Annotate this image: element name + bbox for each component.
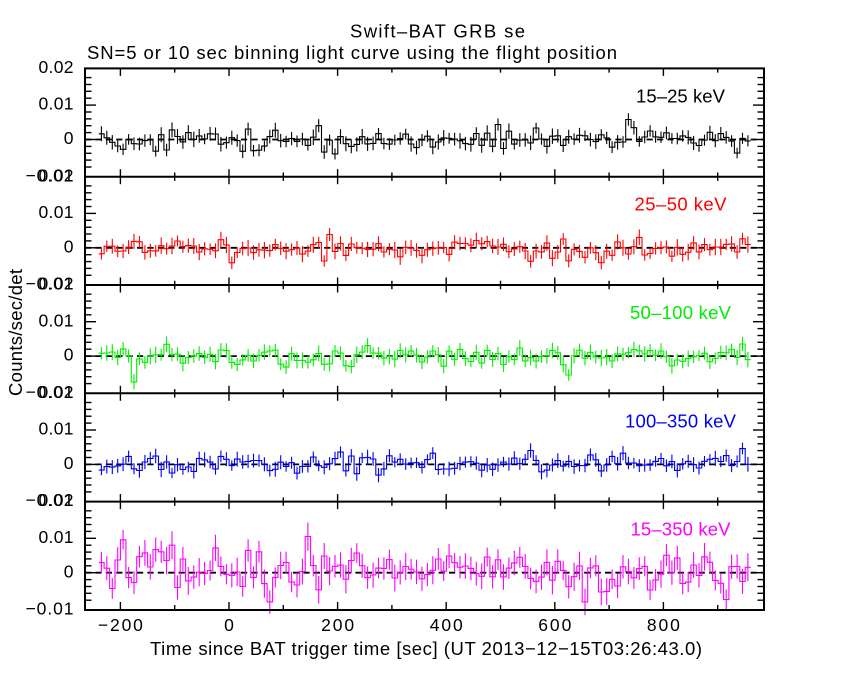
svg-text:0.02: 0.02 bbox=[39, 382, 74, 402]
svg-text:50–100 keV: 50–100 keV bbox=[630, 302, 732, 323]
svg-text:−0.01: −0.01 bbox=[26, 382, 74, 402]
svg-text:SN=5 or 10 sec binning light c: SN=5 or 10 sec binning light curve using… bbox=[87, 42, 617, 63]
svg-text:0.01: 0.01 bbox=[39, 310, 74, 330]
svg-text:Counts/sec/det: Counts/sec/det bbox=[5, 269, 26, 396]
svg-text:0: 0 bbox=[64, 345, 74, 365]
svg-text:0.01: 0.01 bbox=[39, 527, 74, 547]
svg-text:15–25 keV: 15–25 keV bbox=[636, 85, 726, 106]
svg-text:Swift–BAT GRB se: Swift–BAT GRB se bbox=[350, 21, 525, 42]
svg-text:200: 200 bbox=[321, 615, 354, 635]
svg-text:15–350 keV: 15–350 keV bbox=[631, 519, 732, 540]
svg-text:0.02: 0.02 bbox=[39, 165, 74, 185]
svg-text:0: 0 bbox=[64, 128, 74, 148]
svg-text:0: 0 bbox=[224, 615, 234, 635]
svg-text:−0.01: −0.01 bbox=[26, 165, 74, 185]
svg-text:−0.01: −0.01 bbox=[26, 599, 74, 619]
svg-text:0.01: 0.01 bbox=[39, 202, 74, 222]
svg-text:0.02: 0.02 bbox=[39, 274, 74, 294]
svg-text:0.02: 0.02 bbox=[39, 490, 74, 510]
svg-text:0: 0 bbox=[64, 453, 74, 473]
svg-text:Time since BAT trigger time [s: Time since BAT trigger time [sec] (UT 20… bbox=[150, 638, 702, 659]
svg-text:25–50 keV: 25–50 keV bbox=[635, 194, 728, 215]
svg-text:−0.01: −0.01 bbox=[26, 490, 74, 510]
svg-text:0: 0 bbox=[64, 236, 74, 256]
svg-text:400: 400 bbox=[430, 615, 463, 635]
svg-text:100–350 keV: 100–350 keV bbox=[625, 410, 737, 431]
svg-text:0: 0 bbox=[64, 561, 74, 581]
svg-text:0.01: 0.01 bbox=[39, 94, 74, 114]
svg-text:0.02: 0.02 bbox=[39, 57, 74, 77]
svg-text:0.01: 0.01 bbox=[39, 419, 74, 439]
svg-text:800: 800 bbox=[647, 615, 680, 635]
svg-text:−0.01: −0.01 bbox=[26, 274, 74, 294]
svg-text:600: 600 bbox=[538, 615, 571, 635]
